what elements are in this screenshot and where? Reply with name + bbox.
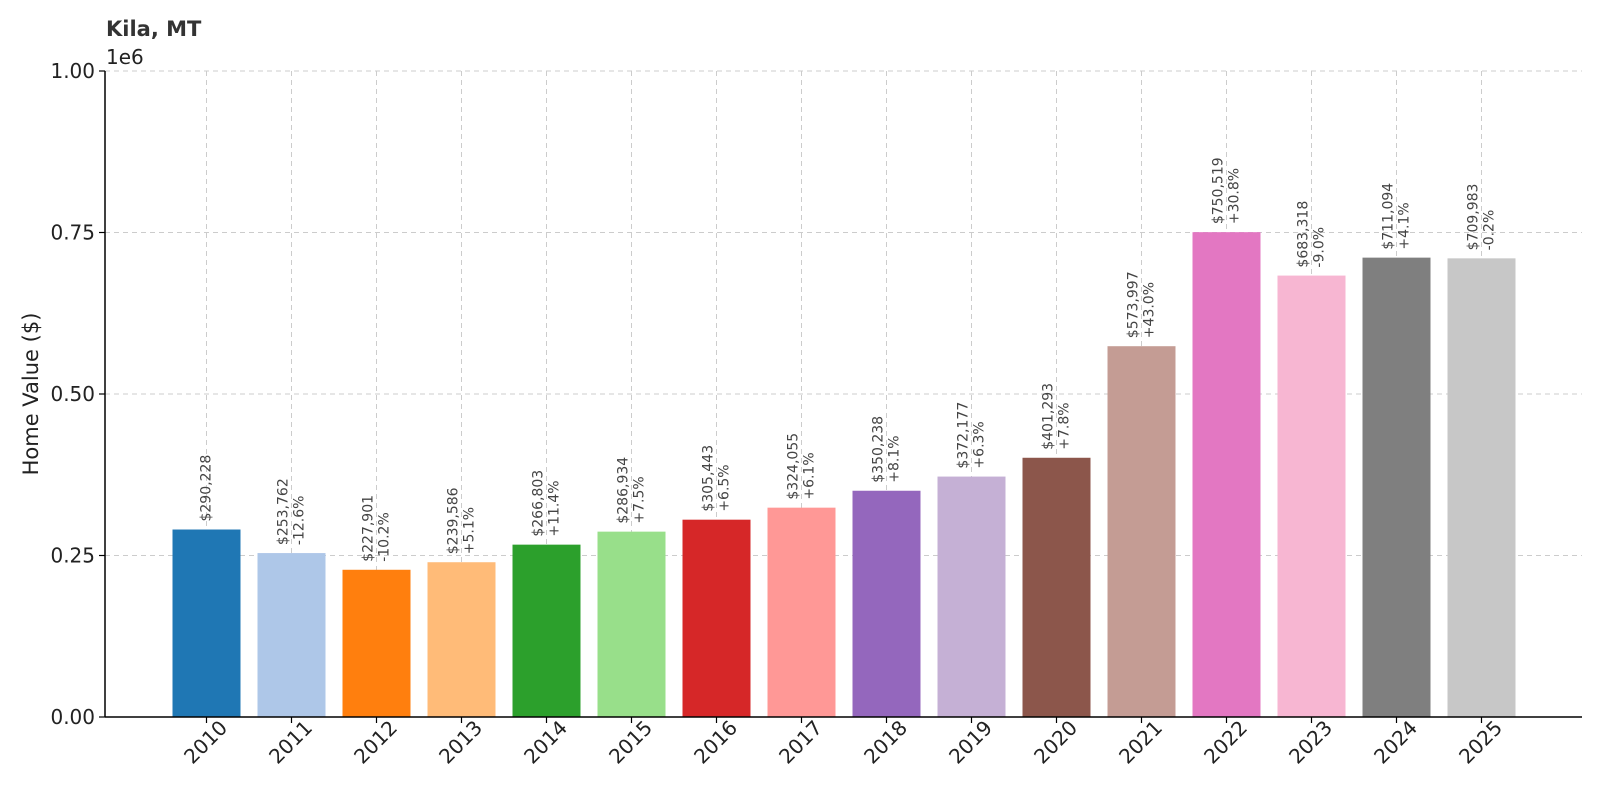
x-tick-label-2019: 2019 [944,716,997,769]
value-label-2015: $286,934 [616,457,632,524]
y-axis-ticks: 0.00 0.25 0.50 0.75 1.00 [50,59,105,729]
bar-2013 [427,562,496,717]
x-tick-label-2022: 2022 [1199,716,1252,769]
x-tick-label-2024: 2024 [1369,716,1422,769]
bar-2010 [172,529,241,717]
change-label-2016: +6.5% [717,464,733,511]
y-tick-label: 0.50 [50,382,95,406]
value-label-2024: $711,094 [1381,183,1397,250]
value-label-2018: $350,238 [871,416,887,483]
bar-2016 [682,519,751,717]
y-tick-label: 0.75 [50,221,95,245]
bar-2014 [512,544,581,717]
x-tick-label-2014: 2014 [519,716,572,769]
grid-lines [105,70,1582,717]
change-label-2024: +4.1% [1397,202,1413,249]
bar-2021 [1107,346,1176,717]
bar-2018 [852,490,921,717]
bars [172,232,1516,717]
y-tick-label: 0.00 [50,705,95,729]
x-tick-label-2018: 2018 [859,716,912,769]
x-tick-label-2010: 2010 [179,716,232,769]
value-label-2014: $266,803 [531,470,547,537]
x-axis-ticks: 2010 2011 2012 2013 2014 2015 2016 2017 2018 2019… [179,716,1507,769]
change-label-2023: -9.0% [1312,227,1328,268]
change-label-2018: +8.1% [887,435,903,482]
chart-title: Kila, MT [106,17,202,41]
change-label-2025: -0.2% [1482,210,1498,251]
value-label-2025: $709,983 [1466,184,1482,251]
x-tick-label-2017: 2017 [774,716,827,769]
bar-2025 [1447,258,1516,717]
change-label-2019: +6.3% [972,421,988,468]
x-tick-label-2020: 2020 [1029,716,1082,769]
change-label-2014: +11.4% [547,480,563,536]
x-tick-label-2021: 2021 [1114,716,1167,769]
value-label-2020: $401,293 [1041,383,1057,450]
value-label-2016: $305,443 [701,445,717,512]
bar-2011 [257,553,326,717]
change-label-2012: -10.2% [377,512,393,562]
y-tick-label: 1.00 [50,59,95,83]
change-label-2020: +7.8% [1057,402,1073,449]
value-label-2022: $750,519 [1211,157,1227,224]
bar-2020 [1022,457,1091,717]
change-label-2022: +30.8% [1227,168,1243,224]
bar-2024 [1362,257,1431,717]
y-tick-label: 0.25 [50,544,95,568]
value-label-2023: $683,318 [1296,201,1312,268]
x-tick-label-2015: 2015 [604,716,657,769]
value-label-2021: $573,997 [1126,271,1142,338]
value-label-2019: $372,177 [956,402,972,469]
bar-2012 [342,569,411,717]
y-axis-offset-label: 1e6 [106,45,144,69]
x-tick-label-2011: 2011 [264,716,317,769]
bar-2022 [1192,232,1261,717]
change-label-2013: +5.1% [462,507,478,554]
value-label-2017: $324,055 [786,433,802,500]
change-label-2015: +7.5% [632,476,648,523]
bar-2015 [597,531,666,717]
change-label-2011: -12.6% [292,496,308,546]
x-tick-label-2012: 2012 [349,716,402,769]
data-labels: $290,228 $253,762 -12.6% $227,901 -10.2% $239… [199,157,1498,561]
value-label-2012: $227,901 [361,495,377,562]
bar-2023 [1277,275,1346,717]
value-label-2011: $253,762 [276,478,292,545]
value-label-2013: $239,586 [446,487,462,554]
x-tick-label-2023: 2023 [1284,716,1337,769]
x-tick-label-2025: 2025 [1454,716,1507,769]
y-axis-label: Home Value ($) [19,313,43,476]
change-label-2017: +6.1% [802,452,818,499]
x-tick-label-2013: 2013 [434,716,487,769]
bar-2019 [937,476,1006,717]
value-label-2010: $290,228 [199,455,215,522]
bar-2017 [767,507,836,717]
x-tick-label-2016: 2016 [689,716,742,769]
change-label-2021: +43.0% [1142,282,1158,338]
